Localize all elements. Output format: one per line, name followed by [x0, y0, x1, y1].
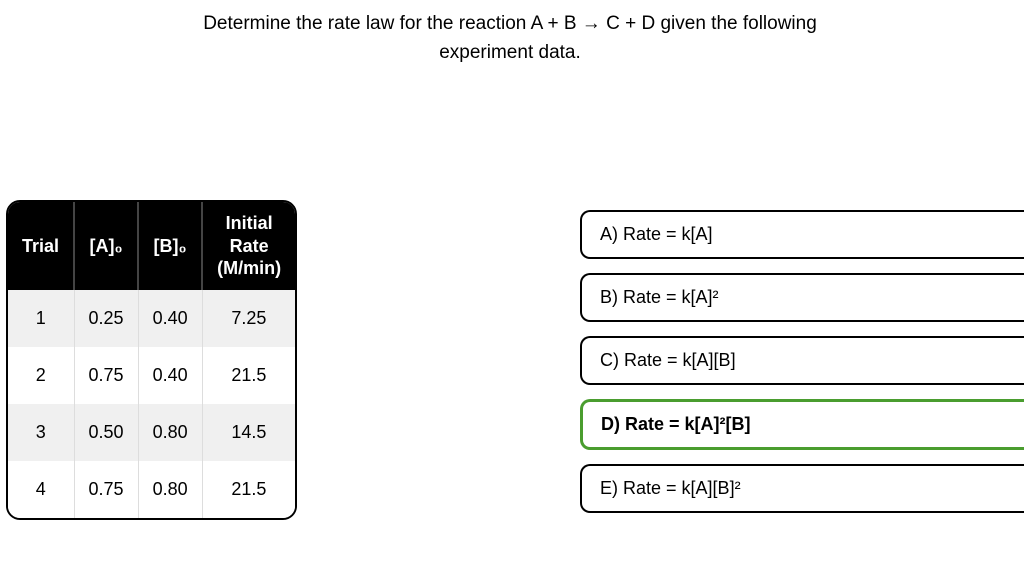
col-a0-label: [A]₀	[90, 236, 123, 256]
cell-b0: 0.40	[138, 290, 202, 347]
option-e[interactable]: E) Rate = k[A][B]²	[580, 464, 1024, 513]
col-b0-label: [B]₀	[154, 236, 187, 256]
option-text: Rate = k[A]²[B]	[625, 414, 751, 434]
cell-trial: 3	[8, 404, 74, 461]
option-letter: D)	[601, 414, 620, 434]
option-text: Rate = k[A][B]²	[623, 478, 741, 498]
option-letter: E)	[600, 478, 618, 498]
table-header-row: Trial [A]₀ [B]₀ Initial Rate (M/min)	[8, 202, 295, 290]
option-d[interactable]: D) Rate = k[A]²[B]	[580, 399, 1024, 450]
option-text: Rate = k[A]	[623, 224, 713, 244]
table-row: 1 0.25 0.40 7.25	[8, 290, 295, 347]
cell-trial: 4	[8, 461, 74, 518]
cell-a0: 0.25	[74, 290, 138, 347]
answer-options: A) Rate = k[A] B) Rate = k[A]² C) Rate =…	[580, 210, 1024, 527]
table-row: 4 0.75 0.80 21.5	[8, 461, 295, 518]
cell-a0: 0.75	[74, 461, 138, 518]
option-a[interactable]: A) Rate = k[A]	[580, 210, 1024, 259]
col-b0: [B]₀	[138, 202, 202, 290]
table-row: 2 0.75 0.40 21.5	[8, 347, 295, 404]
question-line1: Determine the rate law for the reaction …	[203, 13, 817, 34]
col-a0: [A]₀	[74, 202, 138, 290]
option-text: Rate = k[A]²	[623, 287, 719, 307]
col-trial: Trial	[8, 202, 74, 290]
col-rate-l3: (M/min)	[217, 258, 281, 278]
col-rate-l2: Rate	[230, 236, 269, 256]
col-rate-l1: Initial	[226, 213, 273, 233]
option-letter: B)	[600, 287, 618, 307]
cell-rate: 21.5	[202, 347, 295, 404]
option-letter: A)	[600, 224, 618, 244]
cell-a0: 0.50	[74, 404, 138, 461]
experiment-data-table: Trial [A]₀ [B]₀ Initial Rate (M/min) 1 0…	[6, 200, 297, 520]
option-c[interactable]: C) Rate = k[A][B]	[580, 336, 1024, 385]
option-b[interactable]: B) Rate = k[A]²	[580, 273, 1024, 322]
option-text: Rate = k[A][B]	[624, 350, 736, 370]
col-rate: Initial Rate (M/min)	[202, 202, 295, 290]
cell-b0: 0.80	[138, 461, 202, 518]
question-line2: experiment data.	[439, 42, 581, 63]
cell-b0: 0.40	[138, 347, 202, 404]
cell-rate: 7.25	[202, 290, 295, 347]
option-letter: C)	[600, 350, 619, 370]
question-text: Determine the rate law for the reaction …	[120, 0, 900, 67]
cell-trial: 2	[8, 347, 74, 404]
cell-rate: 21.5	[202, 461, 295, 518]
cell-rate: 14.5	[202, 404, 295, 461]
col-trial-label: Trial	[22, 236, 59, 256]
table-row: 3 0.50 0.80 14.5	[8, 404, 295, 461]
cell-trial: 1	[8, 290, 74, 347]
cell-b0: 0.80	[138, 404, 202, 461]
cell-a0: 0.75	[74, 347, 138, 404]
